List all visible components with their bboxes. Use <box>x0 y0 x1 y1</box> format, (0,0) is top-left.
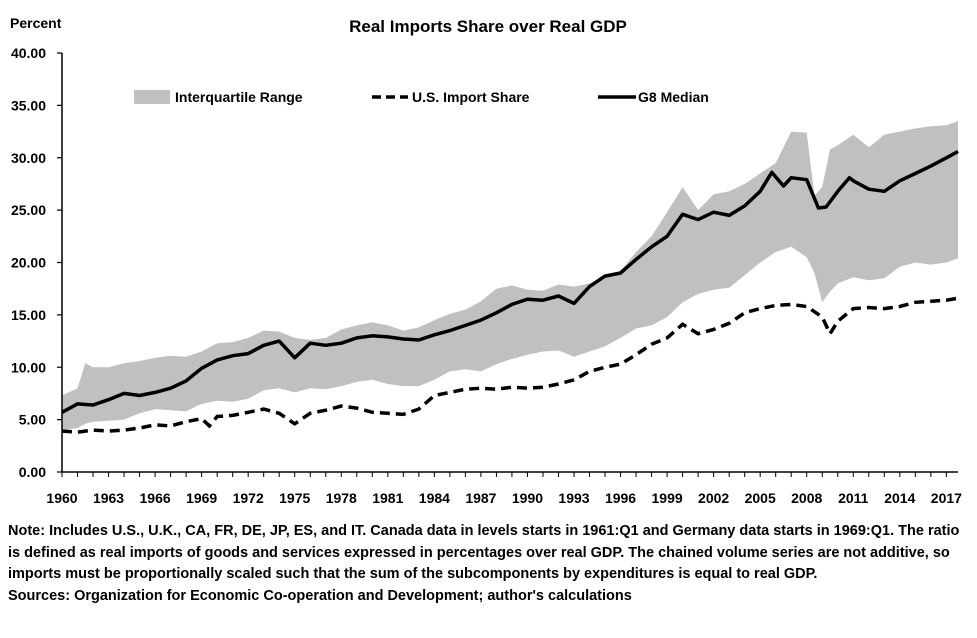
x-tick-label: 1969 <box>186 490 217 506</box>
x-tick-label: 1978 <box>326 490 357 506</box>
x-tick-label: 1966 <box>140 490 171 506</box>
x-tick-label: 2002 <box>698 490 729 506</box>
imports-share-chart: Percent Real Imports Share over Real GDP… <box>10 15 962 506</box>
x-tick-label: 1987 <box>465 490 496 506</box>
y-tick-label: 15.00 <box>11 307 46 323</box>
y-tick-label: 10.00 <box>11 359 46 375</box>
x-tick-label: 2014 <box>884 490 915 506</box>
legend-label-interquartile-range: Interquartile Range <box>175 89 303 105</box>
x-tick-label: 2011 <box>838 490 869 506</box>
x-tick-label: 1999 <box>652 490 683 506</box>
x-tick-label: 1996 <box>605 490 636 506</box>
y-tick-label: 0.00 <box>19 464 46 480</box>
x-tick-label: 1984 <box>419 490 450 506</box>
x-tick-label: 2008 <box>791 490 822 506</box>
y-axis-label: Percent <box>10 15 62 31</box>
series-g8-median <box>61 149 959 414</box>
y-tick-label: 20.00 <box>11 255 46 271</box>
y-tick-label: 35.00 <box>11 97 46 113</box>
y-tick-label: 5.00 <box>19 412 46 428</box>
x-tick-label: 1981 <box>372 490 403 506</box>
x-tick-label: 1963 <box>93 490 124 506</box>
x-tick-label: 1975 <box>279 490 310 506</box>
legend-swatch-interquartile-range <box>134 90 170 104</box>
plot-area <box>61 121 959 434</box>
legend: Interquartile Range U.S. Import Share G8 M… <box>134 89 709 105</box>
note-text: Note: Includes U.S., U.K., CA, FR, DE, J… <box>8 523 960 582</box>
x-tick-label: 1960 <box>46 490 77 506</box>
y-tick-label: 40.00 <box>11 45 46 61</box>
x-tick-label: 2017 <box>931 490 962 506</box>
y-tick-label: 25.00 <box>11 202 46 218</box>
y-tick-label: 30.00 <box>11 150 46 166</box>
x-tick-label: 1993 <box>558 490 589 506</box>
footnote: Note: Includes U.S., U.K., CA, FR, DE, J… <box>8 521 968 607</box>
legend-label-g8-median: G8 Median <box>638 89 709 105</box>
x-tick-label: 1990 <box>512 490 543 506</box>
axes: 0.00 5.00 10.00 15.00 20.00 25.00 30.00 35.00 40… <box>11 45 962 506</box>
series-us-import-share <box>61 296 959 434</box>
series-interquartile-range <box>62 121 958 431</box>
sources-text: Sources: Organization for Economic Co-op… <box>8 587 632 604</box>
legend-label-us-import-share: U.S. Import Share <box>412 89 530 105</box>
chart-title: Real Imports Share over Real GDP <box>349 17 627 36</box>
x-tick-label: 1972 <box>233 490 264 506</box>
x-tick-label: 2005 <box>745 490 776 506</box>
